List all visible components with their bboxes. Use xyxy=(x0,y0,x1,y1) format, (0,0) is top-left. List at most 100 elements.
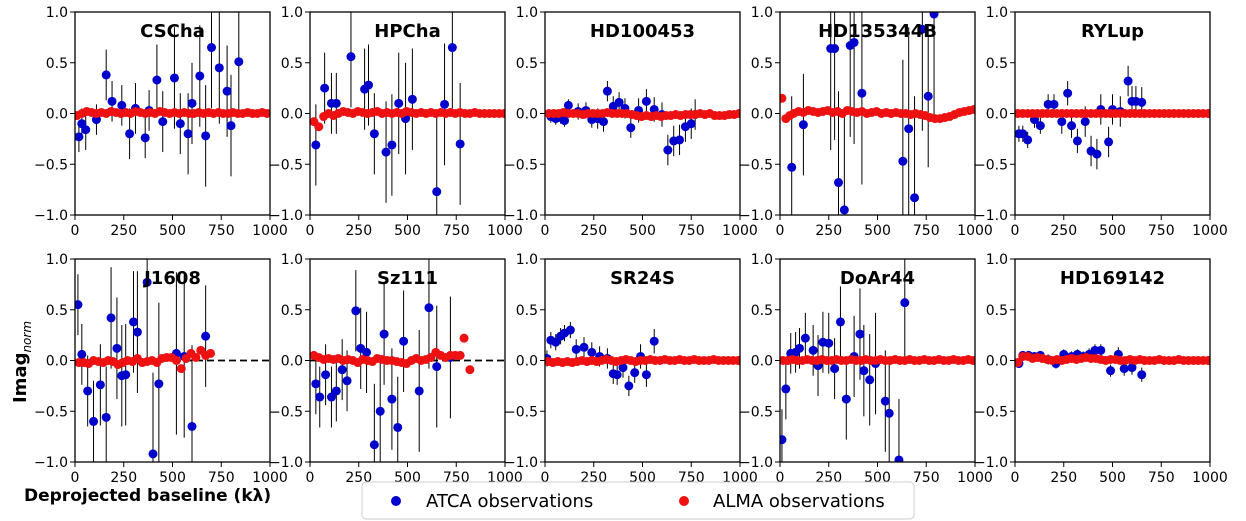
atca-point xyxy=(865,375,875,385)
panel-title: HD169142 xyxy=(1060,268,1165,289)
plot-area xyxy=(310,259,505,462)
atca-point xyxy=(148,449,158,459)
y-tick-label: 0.0 xyxy=(986,354,1008,370)
atca-point xyxy=(387,394,397,404)
y-tick-label: 1.0 xyxy=(986,252,1008,268)
plot-area xyxy=(1015,344,1210,382)
y-tick-label: 0.5 xyxy=(281,303,303,319)
alma-point xyxy=(314,122,324,132)
atca-point xyxy=(835,317,845,327)
x-tick-label: 750 xyxy=(913,470,940,486)
y-tick-label: −1.0 xyxy=(504,455,538,471)
atca-point xyxy=(321,370,331,380)
atca-point xyxy=(175,119,185,129)
atca-point xyxy=(351,306,361,316)
alma-point xyxy=(734,109,740,118)
atca-point xyxy=(106,313,116,323)
y-tick-label: 1.0 xyxy=(751,252,773,268)
x-tick-label: 750 xyxy=(208,470,235,486)
atca-point xyxy=(780,435,787,445)
panel-grid: 0 250 500 750 1000 1.0 0.5 0.0 −0.5 −1.0 CSCha 0 250… xyxy=(34,5,1228,486)
atca-point xyxy=(117,100,127,110)
atca-point xyxy=(447,43,457,53)
x-tick-label: 1000 xyxy=(1192,223,1228,239)
atca-point xyxy=(187,98,197,108)
x-tick-label: 0 xyxy=(1011,470,1020,486)
atca-point xyxy=(158,117,168,127)
x-tick-label: 250 xyxy=(815,223,842,239)
atca-point xyxy=(101,412,111,422)
y-tick-label: −1.0 xyxy=(974,455,1008,471)
atca-point xyxy=(1063,88,1073,98)
atca-point xyxy=(624,381,634,391)
atca-point xyxy=(101,70,111,80)
y-tick-label: −0.5 xyxy=(974,157,1008,173)
atca-point xyxy=(579,342,589,352)
alma-point xyxy=(499,109,505,118)
x-tick-label: 250 xyxy=(110,470,137,486)
atca-point xyxy=(841,394,851,404)
alma-point xyxy=(262,109,270,118)
y-tick-label: 0.5 xyxy=(751,56,773,72)
y-tick-label: −0.5 xyxy=(34,157,68,173)
atca-point xyxy=(1104,137,1114,147)
atca-point xyxy=(379,329,389,339)
y-tick-label: 1.0 xyxy=(986,5,1008,21)
y-tick-label: −0.5 xyxy=(269,404,303,420)
atca-point xyxy=(399,336,409,346)
y-tick-label: −0.5 xyxy=(974,404,1008,420)
panel-title: HD100453 xyxy=(590,21,695,42)
atca-point xyxy=(440,99,450,109)
panel-title: HD135344B xyxy=(818,21,937,42)
atca-point xyxy=(315,392,325,402)
x-tick-label: 250 xyxy=(110,223,137,239)
y-tick-label: 0.5 xyxy=(516,56,538,72)
panel-title: Sz111 xyxy=(377,268,438,289)
panel-title: CSCha xyxy=(140,21,205,42)
plot-area xyxy=(75,12,270,187)
atca-point xyxy=(183,129,193,139)
atca-point xyxy=(455,139,465,149)
x-tick-label: 1000 xyxy=(1192,470,1228,486)
y-tick-label: 1.0 xyxy=(516,5,538,21)
alma-point xyxy=(459,333,469,343)
atca-point xyxy=(563,100,573,110)
atca-point xyxy=(1018,129,1028,139)
x-tick-label: 1000 xyxy=(722,223,758,239)
atca-point xyxy=(849,37,859,47)
atca-point xyxy=(923,91,933,101)
plot-area xyxy=(780,259,975,462)
atca-point xyxy=(898,156,908,166)
atca-point xyxy=(112,343,122,353)
atca-point xyxy=(1127,363,1137,373)
panel-frame xyxy=(1014,258,1211,463)
atca-point xyxy=(364,80,373,90)
x-tick-label: 250 xyxy=(1050,470,1077,486)
y-tick-label: −0.5 xyxy=(34,404,68,420)
legend-frame xyxy=(361,481,915,520)
y-tick-label: −0.5 xyxy=(504,404,538,420)
atca-point xyxy=(201,331,211,341)
atca-point xyxy=(904,124,914,134)
atca-point xyxy=(686,119,696,129)
alma-point xyxy=(191,352,201,362)
atca-point xyxy=(387,140,397,150)
x-axis-label: Deprojected baseline (kλ) xyxy=(24,486,271,506)
atca-point xyxy=(1123,76,1133,86)
legend-label-alma: ALMA observations xyxy=(713,491,885,512)
atca-point xyxy=(414,386,424,396)
panel-frame xyxy=(309,11,506,216)
alma-point xyxy=(969,104,975,114)
alma-point xyxy=(780,93,787,103)
y-tick-label: −1.0 xyxy=(269,208,303,224)
atca-point xyxy=(226,121,236,131)
x-tick-label: 1000 xyxy=(487,223,523,239)
atca-point xyxy=(781,384,791,394)
atca-point xyxy=(1049,99,1059,109)
atca-point xyxy=(424,303,434,313)
y-tick-label: 0.0 xyxy=(281,107,303,123)
atca-point xyxy=(154,379,164,389)
atca-point xyxy=(81,125,91,135)
atca-point xyxy=(381,147,391,157)
